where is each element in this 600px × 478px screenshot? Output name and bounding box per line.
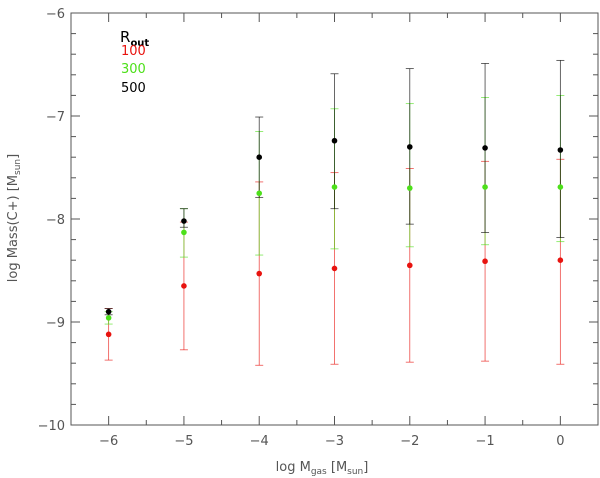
- data-point-100: [331, 265, 338, 272]
- y-axis-title: log Mass(C+) [Msun]: [6, 154, 23, 282]
- y-tick-label: −10: [38, 419, 65, 434]
- data-point-500: [482, 145, 488, 151]
- data-point-100: [482, 258, 488, 265]
- x-tick-label: −5: [174, 434, 193, 449]
- data-point-100: [181, 283, 187, 289]
- data-point-100: [105, 331, 112, 338]
- ticks-layer: −6 −5 −4 −3 −2 −1 0−10−9−8−7−6: [38, 7, 599, 449]
- y-tick-label: −7: [46, 110, 65, 125]
- data-point-500: [105, 308, 112, 315]
- legend-entry-500: 500: [121, 81, 146, 96]
- y-tick-label: −8: [46, 213, 65, 228]
- data-point-100: [256, 270, 263, 277]
- data-point-500: [331, 137, 338, 144]
- data-point-500: [181, 218, 187, 224]
- x-tick-label: −6: [99, 434, 118, 449]
- x-tick-label: −4: [250, 434, 269, 449]
- legend-entry-300: 300: [121, 62, 146, 77]
- data-point-300: [331, 184, 338, 190]
- x-tick-label: 0: [556, 434, 564, 449]
- data-point-500: [256, 154, 263, 160]
- x-tick-label: −2: [400, 434, 419, 449]
- error-bars-layer: [104, 59, 565, 366]
- data-points-layer: [105, 137, 564, 338]
- data-point-300: [181, 229, 187, 236]
- data-point-300: [105, 315, 112, 321]
- x-tick-label: −3: [325, 434, 344, 449]
- legend-title: Rout: [120, 28, 149, 49]
- x-tick-label: −1: [475, 434, 494, 449]
- y-tick-label: −9: [46, 316, 65, 331]
- data-point-300: [256, 190, 263, 197]
- legend: Rout 100 300 500: [120, 28, 149, 96]
- y-tick-label: −6: [46, 7, 65, 22]
- legend-entry-100: 100: [121, 44, 146, 59]
- data-point-100: [406, 262, 413, 269]
- data-point-500: [406, 144, 413, 150]
- data-point-300: [482, 184, 488, 190]
- x-axis-title: log Mgas [Msun]: [276, 460, 369, 477]
- data-point-300: [406, 185, 413, 191]
- data-point-300: [557, 184, 564, 190]
- data-point-500: [557, 147, 564, 153]
- data-point-100: [557, 257, 564, 264]
